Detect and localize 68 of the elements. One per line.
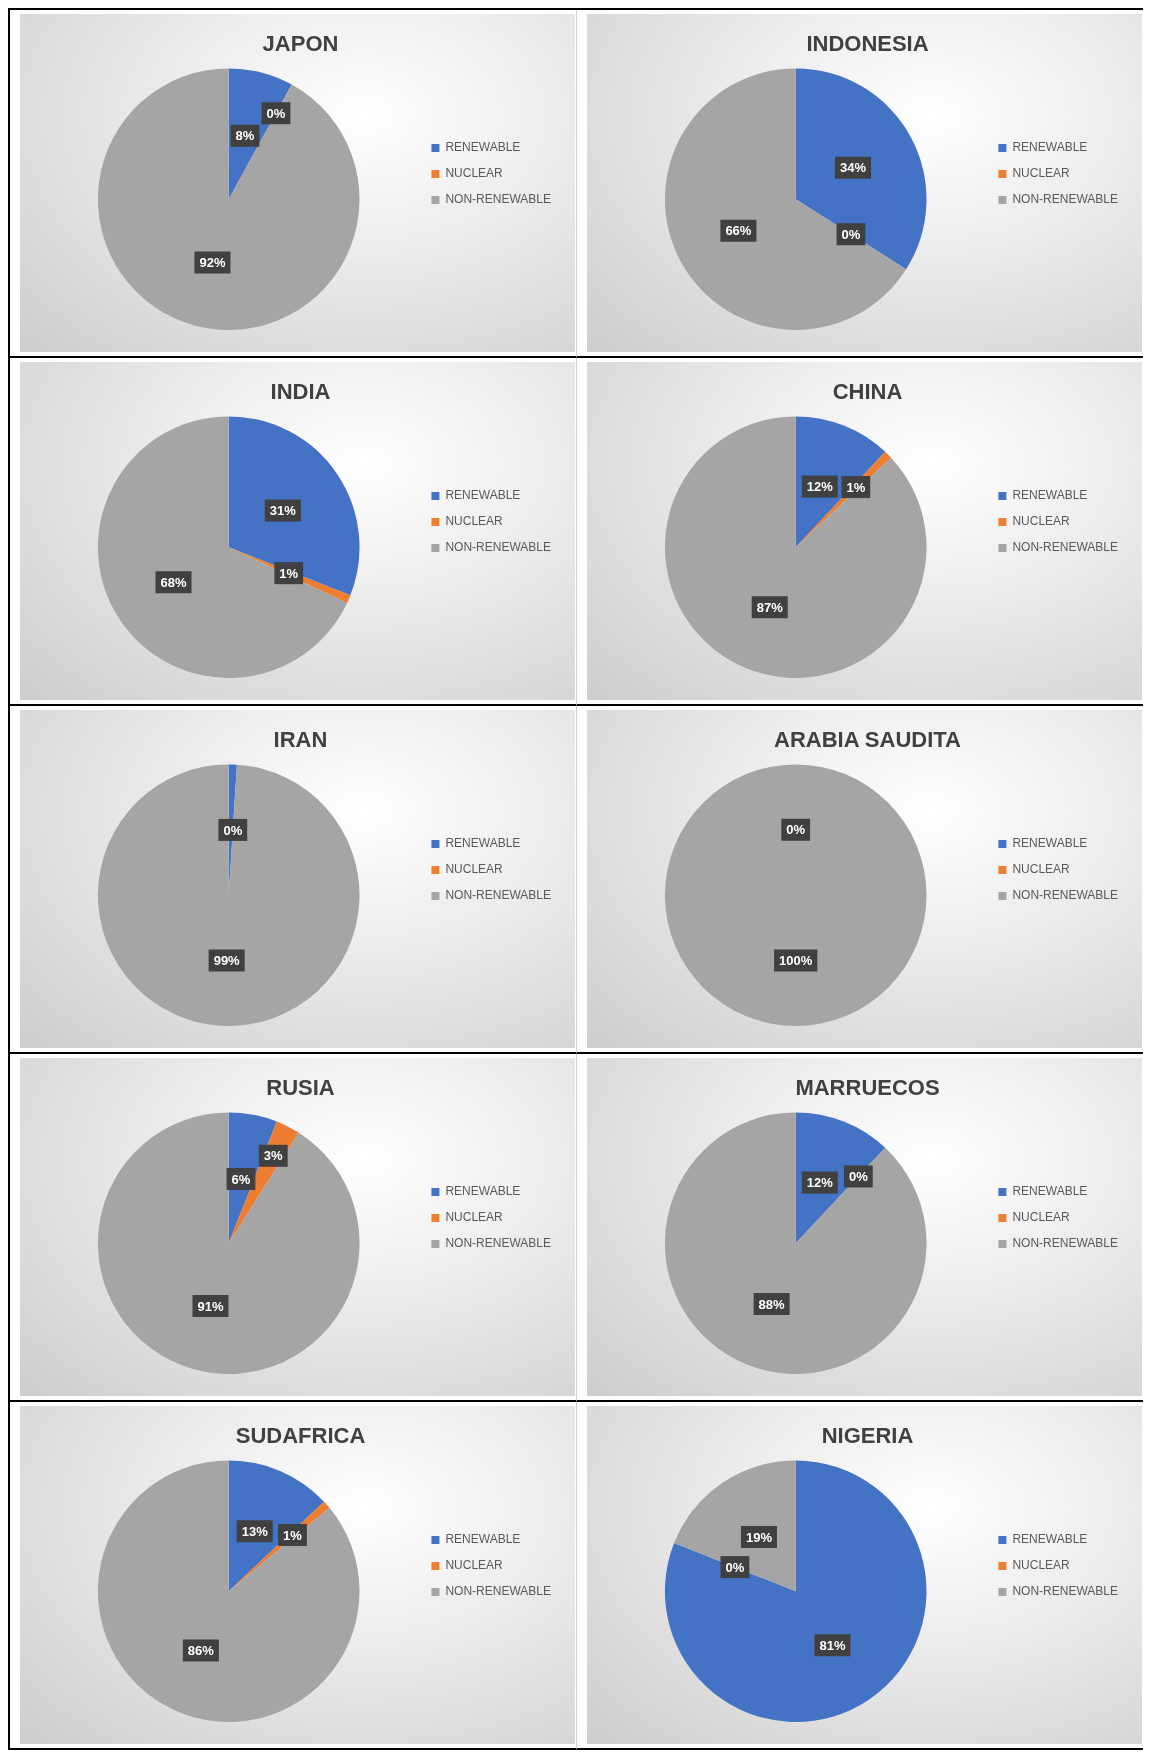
data-label: 99% — [213, 953, 241, 969]
legend-label: NUCLEAR — [1012, 1558, 1071, 1573]
chart-title: MARRUECOS — [795, 1075, 940, 1101]
legend-label: RENEWABLE — [445, 1532, 521, 1547]
legend-label: RENEWABLE — [1012, 836, 1088, 851]
legend-label: NON-RENEWABLE — [1012, 1584, 1119, 1599]
legend-label: NON-RENEWABLE — [1012, 1236, 1119, 1251]
legend-label: NON-RENEWABLE — [445, 192, 552, 207]
data-label: 3% — [263, 1148, 284, 1164]
data-label: 8% — [235, 128, 255, 144]
data-label: 87% — [756, 599, 784, 615]
legend-label: RENEWABLE — [1012, 140, 1088, 155]
legend-label: NUCLEAR — [445, 166, 504, 181]
chart-title: INDIA — [270, 379, 331, 405]
text: 0% — [725, 1559, 745, 1575]
data-label: 13% — [241, 1523, 269, 1539]
data-label: 6% — [231, 1171, 251, 1187]
legend-label: NUCLEAR — [445, 1210, 504, 1225]
legend-label: NON-RENEWABLE — [445, 1584, 552, 1599]
legend-label: NUCLEAR — [1012, 514, 1071, 529]
data-label: 68% — [160, 574, 187, 590]
data-label: 31% — [269, 503, 297, 519]
legend-label: RENEWABLE — [445, 836, 521, 851]
chart-title: CHINA — [832, 379, 903, 405]
chart-title: NIGERIA — [821, 1423, 914, 1449]
chart-title: RUSIA — [266, 1075, 335, 1101]
data-label: 34% — [840, 160, 867, 176]
text: 0% — [848, 1169, 868, 1185]
legend-label: NON-RENEWABLE — [1012, 540, 1119, 555]
data-label: 1% — [846, 479, 866, 495]
legend-label: NUCLEAR — [445, 1558, 504, 1573]
data-label: 86% — [187, 1642, 215, 1658]
text: 0% — [841, 226, 861, 242]
chart-title: SUDAFRICA — [235, 1423, 366, 1449]
data-label: 91% — [197, 1298, 224, 1314]
text: 0% — [786, 822, 806, 838]
legend-label: NUCLEAR — [1012, 862, 1071, 877]
chart-title: INDONESIA — [806, 31, 929, 57]
data-label: 1% — [283, 1527, 303, 1543]
legend-label: NON-RENEWABLE — [1012, 192, 1119, 207]
legend-label: NUCLEAR — [1012, 1210, 1071, 1225]
legend-label: NON-RENEWABLE — [445, 1236, 552, 1251]
data-label: 19% — [745, 1529, 773, 1545]
legend-label: RENEWABLE — [1012, 1532, 1088, 1547]
legend-label: NUCLEAR — [1012, 166, 1071, 181]
text: 0% — [223, 822, 243, 838]
data-label: 66% — [725, 223, 752, 239]
data-label: 1% — [279, 565, 299, 581]
data-label: 12% — [806, 1174, 834, 1190]
data-label: 88% — [758, 1296, 786, 1312]
text: 0% — [266, 105, 286, 121]
data-label: 92% — [199, 255, 226, 271]
legend-label: RENEWABLE — [445, 1184, 521, 1199]
chart-title: JAPON — [262, 31, 339, 57]
data-label: 81% — [819, 1637, 846, 1653]
legend-label: NUCLEAR — [445, 862, 504, 877]
legend-label: RENEWABLE — [445, 488, 521, 503]
legend-label: NUCLEAR — [445, 514, 504, 529]
legend-label: RENEWABLE — [1012, 1184, 1088, 1199]
chart-title: IRAN — [273, 727, 328, 753]
legend-label: NON-RENEWABLE — [445, 540, 552, 555]
legend-label: NON-RENEWABLE — [445, 888, 552, 903]
legend-label: RENEWABLE — [445, 140, 521, 155]
chart-title: ARABIA SAUDITA — [774, 727, 962, 753]
data-label: 12% — [806, 478, 834, 494]
legend-label: RENEWABLE — [1012, 488, 1088, 503]
legend-label: NON-RENEWABLE — [1012, 888, 1119, 903]
data-label: 100% — [779, 953, 813, 969]
